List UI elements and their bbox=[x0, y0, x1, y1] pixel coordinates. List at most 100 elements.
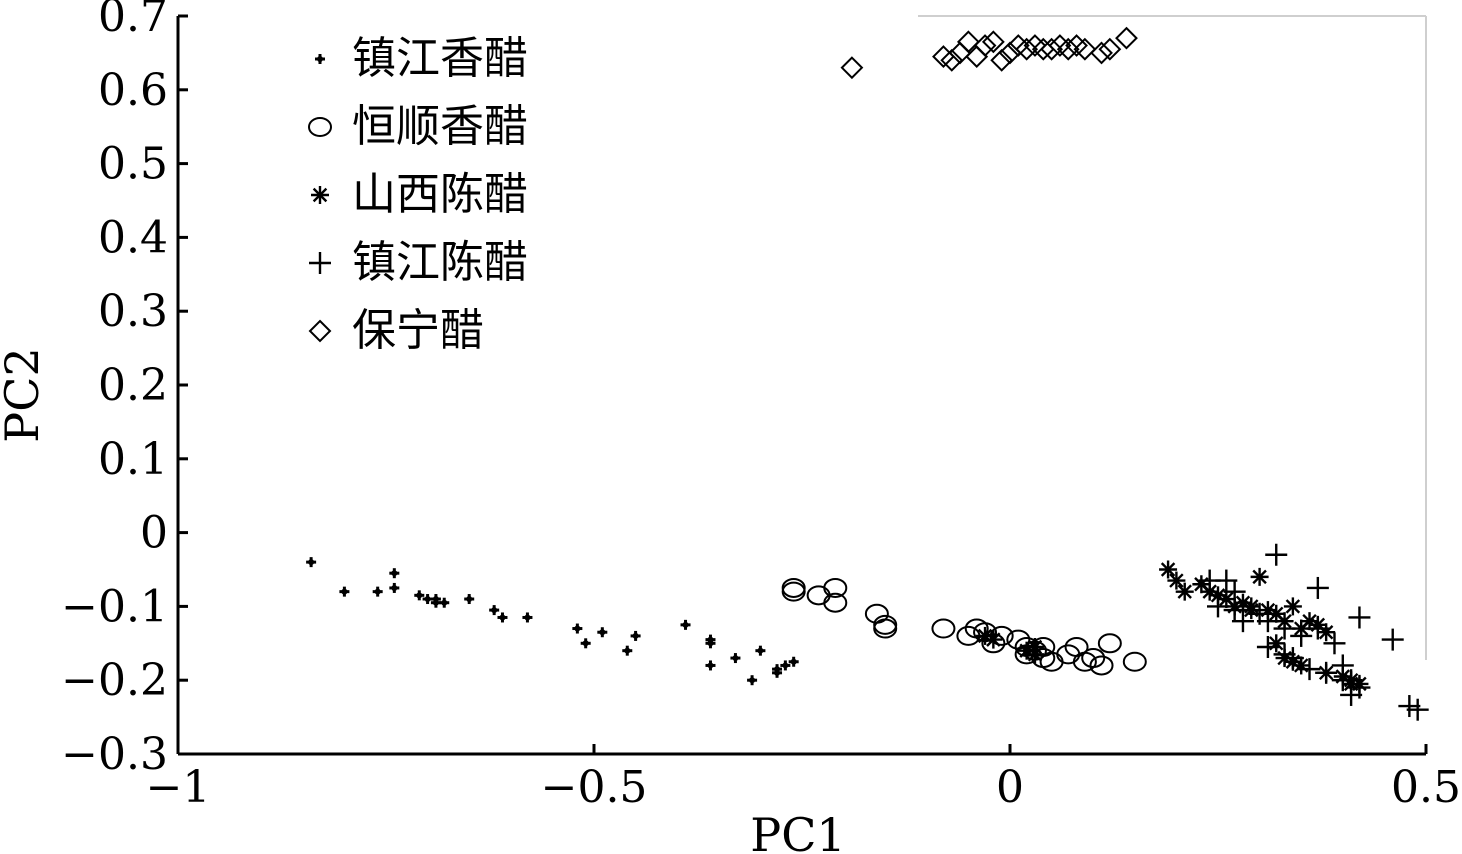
x-tick-label: −1 bbox=[146, 762, 211, 813]
data-point bbox=[1089, 655, 1114, 676]
data-point bbox=[1223, 580, 1246, 603]
x-tick-label: 0.5 bbox=[1391, 762, 1461, 813]
data-point bbox=[622, 645, 633, 656]
x-axis-title: PC1 bbox=[750, 808, 845, 854]
data-point bbox=[1406, 698, 1429, 721]
data-point bbox=[1175, 582, 1194, 601]
data-point bbox=[840, 56, 864, 80]
data-point bbox=[306, 557, 317, 568]
data-point bbox=[823, 592, 848, 613]
data-point bbox=[1317, 623, 1336, 642]
data-point bbox=[1250, 567, 1269, 586]
y-tick-label: 0.5 bbox=[98, 139, 168, 190]
data-point bbox=[1290, 624, 1313, 647]
data-point bbox=[873, 618, 898, 639]
data-point bbox=[1056, 37, 1080, 61]
legend-marker bbox=[309, 252, 331, 274]
data-point bbox=[747, 675, 758, 686]
data-point bbox=[788, 656, 799, 667]
data-point bbox=[1090, 41, 1113, 65]
data-point bbox=[372, 586, 383, 597]
y-tick-label: 0 bbox=[140, 508, 168, 559]
data-point bbox=[1025, 637, 1044, 656]
series-5 bbox=[840, 26, 1138, 80]
data-point bbox=[1273, 617, 1296, 640]
legend-item: 镇江陈醋 bbox=[309, 237, 528, 288]
legend-label: 恒顺香醋 bbox=[352, 101, 528, 152]
legend-marker bbox=[308, 117, 332, 137]
data-point bbox=[1122, 651, 1147, 672]
data-point bbox=[1283, 597, 1302, 616]
y-axis-title: PC2 bbox=[0, 347, 49, 442]
data-point bbox=[339, 586, 350, 597]
data-point bbox=[705, 660, 716, 671]
data-point bbox=[781, 581, 806, 602]
data-point bbox=[1267, 634, 1286, 653]
data-point bbox=[1348, 606, 1371, 629]
data-point bbox=[489, 605, 500, 616]
data-point bbox=[1323, 632, 1346, 655]
data-point bbox=[389, 582, 400, 593]
series-1 bbox=[306, 557, 799, 686]
data-point bbox=[1098, 37, 1122, 61]
data-point bbox=[439, 597, 450, 608]
x-tick-label: 0 bbox=[996, 762, 1024, 813]
data-point bbox=[780, 660, 791, 671]
data-points bbox=[306, 26, 1429, 721]
series-4 bbox=[1198, 543, 1429, 721]
data-point bbox=[1231, 610, 1254, 633]
data-point bbox=[1097, 633, 1122, 654]
data-point bbox=[389, 568, 400, 579]
data-point bbox=[630, 630, 641, 641]
data-point bbox=[823, 577, 848, 598]
legend-marker bbox=[308, 319, 332, 343]
data-point bbox=[572, 623, 583, 634]
data-point bbox=[1215, 569, 1238, 592]
data-point bbox=[705, 638, 716, 649]
data-point bbox=[1306, 617, 1329, 640]
data-point bbox=[973, 34, 997, 57]
data-point bbox=[1073, 37, 1097, 61]
y-tick-label: 0.1 bbox=[98, 434, 168, 485]
data-point bbox=[1315, 661, 1338, 684]
data-point bbox=[414, 590, 425, 601]
data-point bbox=[464, 594, 475, 605]
data-point bbox=[1381, 628, 1404, 651]
series-3 bbox=[976, 560, 1369, 693]
data-point bbox=[931, 618, 956, 639]
legend-label: 保宁醋 bbox=[352, 305, 484, 356]
axis-ticks: −1 −0.5 0 0.5 0.7 0.6 0.5 0.4 0.3 0.2 0.1 0 −0.1 −0.2… bbox=[61, 0, 1461, 813]
y-tick-label: 0.2 bbox=[98, 360, 168, 411]
legend-item: 镇江香醋 bbox=[315, 33, 528, 84]
data-point bbox=[522, 612, 533, 623]
data-point bbox=[940, 48, 964, 72]
legend-marker bbox=[315, 54, 325, 64]
legend-item: 恒顺香醋 bbox=[308, 101, 528, 152]
data-point bbox=[990, 48, 1014, 72]
data-point bbox=[956, 30, 980, 54]
data-point bbox=[1242, 597, 1261, 616]
data-point bbox=[984, 630, 1003, 649]
y-tick-label: −0.3 bbox=[61, 729, 168, 780]
y-tick-label: −0.1 bbox=[61, 581, 168, 632]
data-point bbox=[580, 638, 591, 649]
legend-item: 山西陈醋 bbox=[311, 169, 528, 220]
legend-label: 镇江香醋 bbox=[352, 33, 528, 84]
legend-marker bbox=[311, 186, 329, 204]
data-point bbox=[981, 30, 1005, 54]
data-point bbox=[1015, 37, 1039, 61]
data-point bbox=[730, 653, 741, 664]
data-point bbox=[1256, 610, 1279, 633]
x-tick-label: −0.5 bbox=[541, 762, 648, 813]
data-point bbox=[497, 612, 508, 623]
data-point bbox=[772, 664, 783, 675]
legend-label: 镇江陈醋 bbox=[352, 237, 528, 288]
data-point bbox=[1340, 683, 1363, 706]
legend-label: 山西陈醋 bbox=[352, 169, 528, 220]
y-tick-label: 0.4 bbox=[98, 212, 168, 263]
data-point bbox=[1081, 648, 1106, 669]
data-point bbox=[1223, 599, 1246, 622]
data-point bbox=[1331, 654, 1354, 677]
